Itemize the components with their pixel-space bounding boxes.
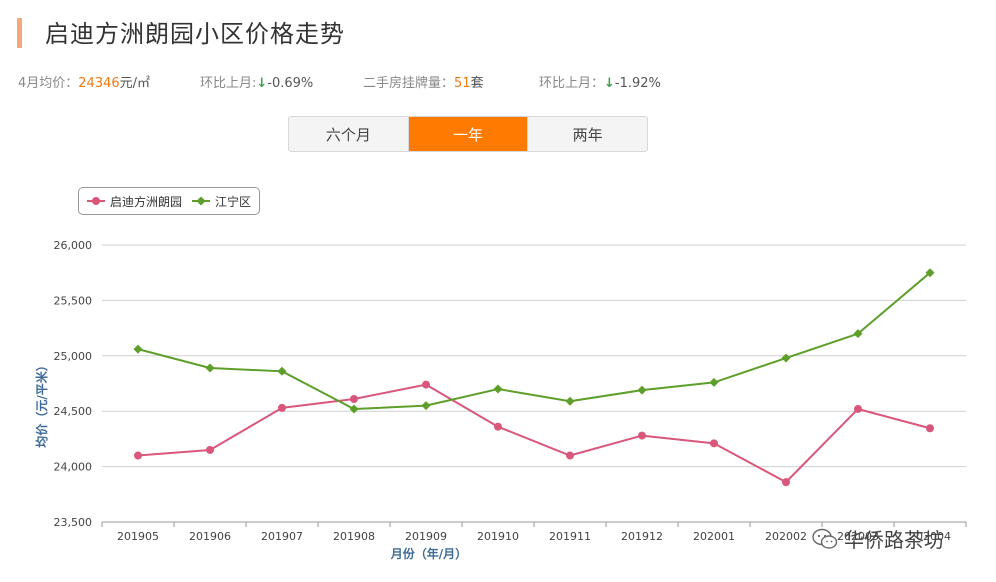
- x-tick-label: 201911: [549, 530, 591, 543]
- down-arrow-icon: ↓: [256, 76, 268, 91]
- watermark-text: 华侨路茶坊: [844, 528, 944, 552]
- page-title: 启迪方洲朗园小区价格走势: [45, 20, 345, 48]
- wechat-icon: [812, 528, 838, 549]
- title-accent-bar: [17, 18, 22, 48]
- data-point: [854, 404, 862, 413]
- watermark: 华侨路茶坊: [812, 524, 944, 553]
- data-point: [277, 366, 287, 376]
- data-point: [638, 431, 646, 440]
- circle-marker-icon: [87, 197, 105, 205]
- y-tick-label: 26,000: [54, 239, 93, 252]
- data-point: [422, 380, 430, 389]
- mom-listing-value: -1.92%: [614, 76, 661, 91]
- diamond-marker-icon: [192, 196, 211, 206]
- series-line: [137, 271, 931, 410]
- x-tick-label: 201912: [621, 530, 663, 543]
- legend-label-community: 启迪方洲朗园: [110, 194, 183, 209]
- avg-price-value: 24346: [78, 76, 120, 91]
- data-point: [709, 377, 719, 387]
- series-line: [137, 383, 931, 484]
- tab-two-years[interactable]: 两年: [572, 125, 603, 144]
- data-point: [349, 404, 359, 414]
- data-point: [206, 445, 214, 454]
- data-point: [710, 439, 718, 448]
- y-axis-title: 均价（元/平米）: [34, 359, 49, 447]
- x-tick-label: 202002: [765, 530, 807, 543]
- tab-one-year[interactable]: 一年: [408, 117, 529, 151]
- avg-price-label: 4月均价：: [18, 76, 79, 91]
- x-tick-label: 201906: [189, 530, 231, 543]
- data-point: [133, 344, 143, 354]
- legend-label-district: 江宁区: [215, 194, 252, 209]
- listing-value: 51: [454, 76, 471, 91]
- x-tick-label: 202004: [909, 530, 951, 543]
- data-point: [566, 451, 574, 460]
- listing-unit: 套: [470, 76, 484, 91]
- data-point: [781, 353, 791, 363]
- x-tick-label: 201905: [117, 530, 159, 543]
- data-point: [205, 363, 215, 373]
- x-tick-label: 201910: [477, 530, 519, 543]
- listing-stat: 二手房挂牌量：51套: [363, 72, 484, 91]
- data-point: [350, 395, 358, 404]
- y-tick-label: 24,500: [54, 405, 93, 418]
- data-point: [565, 396, 575, 406]
- x-tick-label: 201907: [261, 530, 303, 543]
- legend-item-community[interactable]: 启迪方洲朗园: [87, 193, 182, 210]
- x-axis-title: 月份（年/月）: [390, 546, 467, 561]
- x-tick-label: 201908: [333, 530, 375, 543]
- y-tick-label: 25,500: [54, 294, 93, 307]
- y-tick-label: 23,500: [54, 516, 93, 529]
- mom-listing-label: 环比上月：: [539, 76, 605, 91]
- data-point: [637, 385, 647, 395]
- tab-six-months[interactable]: 六个月: [289, 117, 409, 151]
- data-point: [925, 268, 935, 278]
- legend-item-district[interactable]: 江宁区: [192, 193, 251, 210]
- period-tabs: 六个月 一年 两年: [288, 116, 648, 152]
- down-arrow-icon: ↓: [604, 76, 615, 91]
- data-point: [421, 401, 431, 411]
- listing-label: 二手房挂牌量：: [363, 76, 455, 91]
- data-point: [782, 478, 790, 487]
- mom-price-stat: 环比上月:↓-0.69%: [200, 72, 313, 91]
- price-trend-chart: 23,500 24,000 24,500 25,000 25,500 26,000 2019…: [34, 239, 967, 561]
- y-tick-label: 25,000: [54, 350, 93, 363]
- x-tick-label: 201909: [405, 530, 447, 543]
- data-point: [853, 329, 863, 339]
- data-point: [926, 424, 934, 433]
- avg-price-stat: 4月均价：24346元/㎡: [18, 72, 150, 91]
- data-point: [134, 451, 142, 460]
- y-tick-label: 24,000: [54, 461, 93, 474]
- mom-price-label: 环比上月:: [200, 76, 257, 91]
- avg-price-unit: 元/㎡: [119, 76, 151, 91]
- x-tick-label: 202001: [693, 530, 735, 543]
- data-point: [278, 403, 286, 412]
- x-tick-label: 202003: [837, 530, 879, 543]
- chart-legend: 启迪方洲朗园 江宁区: [78, 187, 261, 215]
- mom-price-value: -0.69%: [267, 76, 314, 91]
- data-point: [493, 384, 503, 394]
- mom-listing-stat: 环比上月：↓-1.92%: [539, 72, 661, 91]
- data-point: [494, 422, 502, 431]
